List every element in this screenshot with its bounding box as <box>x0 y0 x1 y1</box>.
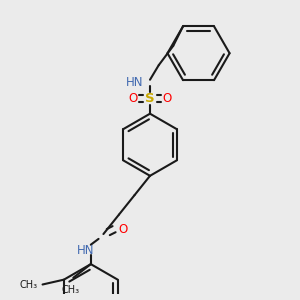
Text: O: O <box>128 92 137 105</box>
Text: O: O <box>163 92 172 105</box>
Text: HN: HN <box>126 76 143 89</box>
Text: CH₃: CH₃ <box>20 280 38 290</box>
Text: HN: HN <box>77 244 95 257</box>
Text: S: S <box>145 92 155 105</box>
Text: O: O <box>118 223 128 236</box>
Text: CH₃: CH₃ <box>61 286 80 296</box>
